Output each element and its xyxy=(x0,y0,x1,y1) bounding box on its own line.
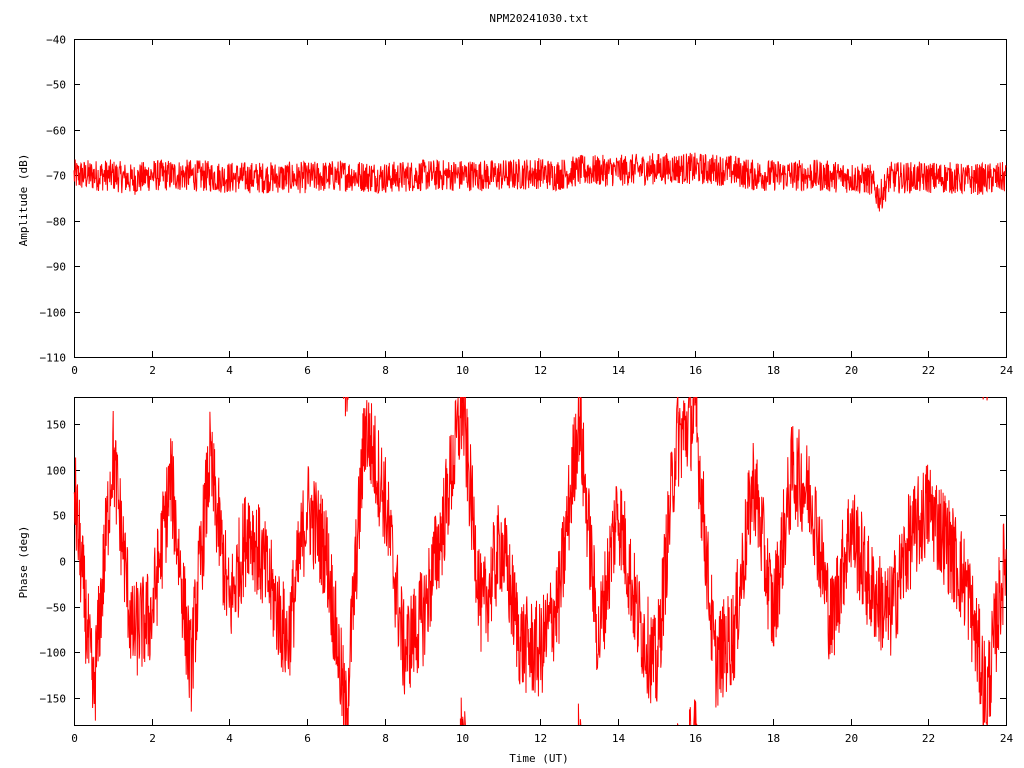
phase-series-segment-25 xyxy=(693,699,696,726)
phase-series-segment-22 xyxy=(677,396,690,487)
phase-series-segment-24 xyxy=(690,396,695,472)
amplitude-ytick-label: −80 xyxy=(46,216,66,229)
phase-ytick-label: −100 xyxy=(40,647,67,660)
phase-x-axis-label: Time (UT) xyxy=(509,752,569,765)
phase-series-segment-27 xyxy=(694,700,697,726)
amplitude-x-ticks: 0 2 4 6 8 10 12 14 16 18 20 22 24 xyxy=(71,39,1013,377)
amplitude-xtick-label: 18 xyxy=(767,364,780,377)
phase-panel: Phase (deg) Time (UT) 150100500−50−100−1… xyxy=(17,396,1013,765)
amplitude-ytick-label: −50 xyxy=(46,79,66,92)
phase-series-segment-13 xyxy=(462,716,464,726)
amplitude-xtick-label: 16 xyxy=(689,364,702,377)
phase-ytick-label: −50 xyxy=(46,602,66,615)
amplitude-traces xyxy=(73,152,1007,212)
phase-series-segment-4 xyxy=(345,670,348,726)
amplitude-xtick-label: 10 xyxy=(456,364,469,377)
phase-xtick-label: 6 xyxy=(304,732,311,745)
phase-series-segment-12 xyxy=(461,396,464,450)
amplitude-y-axis-label: Amplitude (dB) xyxy=(17,154,30,247)
phase-series-segment-0 xyxy=(73,410,344,726)
phase-xtick-label: 12 xyxy=(534,732,547,745)
amplitude-xtick-label: 22 xyxy=(922,364,935,377)
phase-xtick-label: 20 xyxy=(845,732,858,745)
phase-series-segment-16 xyxy=(464,396,579,697)
amplitude-ytick-label: −90 xyxy=(46,261,66,274)
amplitude-ytick-label: −40 xyxy=(46,34,66,47)
amplitude-xtick-label: 2 xyxy=(149,364,156,377)
phase-series-segment-15 xyxy=(464,711,466,726)
amplitude-ytick-label: −70 xyxy=(46,170,66,183)
phase-xtick-label: 8 xyxy=(382,732,389,745)
phase-x-ticks: 0 2 4 6 8 10 12 14 16 18 20 22 24 xyxy=(71,397,1013,745)
amplitude-xtick-label: 24 xyxy=(1000,364,1014,377)
phase-y-axis-label: Phase (deg) xyxy=(17,526,30,599)
phase-xtick-label: 24 xyxy=(1000,732,1014,745)
phase-xtick-label: 10 xyxy=(456,732,469,745)
phase-series-segment-2 xyxy=(343,662,346,726)
amplitude-series-line-0 xyxy=(73,152,1007,212)
phase-traces xyxy=(73,396,1007,726)
phase-xtick-label: 18 xyxy=(767,732,780,745)
amplitude-ytick-label: −100 xyxy=(40,307,67,320)
phase-xtick-label: 14 xyxy=(612,732,626,745)
phase-ytick-label: −150 xyxy=(40,693,67,706)
amplitude-ytick-label: −60 xyxy=(46,125,66,138)
amplitude-plot-frame xyxy=(74,39,1007,358)
phase-series-segment-23 xyxy=(689,707,692,726)
amplitude-y-ticks: −40 −50 −60 −70 −80 −90 −100 −110 xyxy=(40,34,1006,365)
phase-ytick-label: 150 xyxy=(46,419,66,432)
amplitude-xtick-label: 14 xyxy=(612,364,626,377)
amplitude-xtick-label: 6 xyxy=(304,364,311,377)
amplitude-xtick-label: 20 xyxy=(845,364,858,377)
amplitude-ytick-label: −110 xyxy=(40,352,67,365)
phase-xtick-label: 0 xyxy=(71,732,78,745)
phase-series-segment-18 xyxy=(578,396,581,462)
phase-ytick-label: 100 xyxy=(46,465,66,478)
amplitude-xtick-label: 12 xyxy=(534,364,547,377)
phase-series-segment-30 xyxy=(696,397,984,726)
phase-ytick-label: 50 xyxy=(53,510,66,523)
amplitude-panel: Amplitude (dB) −40 −50 −60 −70 −80 −90 −100 −11… xyxy=(17,34,1013,378)
phase-series-segment-32 xyxy=(983,640,988,726)
phase-ytick-label: 0 xyxy=(59,556,66,569)
phase-xtick-label: 22 xyxy=(922,732,935,745)
phase-series-segment-34 xyxy=(986,523,1007,725)
phase-series-segment-8 xyxy=(347,396,461,725)
phase-series-segment-20 xyxy=(580,396,678,704)
amplitude-xtick-label: 0 xyxy=(71,364,78,377)
phase-xtick-label: 16 xyxy=(689,732,702,745)
phase-series-segment-14 xyxy=(463,396,466,456)
chart-title: NPM20241030.txt xyxy=(489,12,588,25)
phase-xtick-label: 4 xyxy=(226,732,233,745)
phase-y-ticks: 150 100 50 0 −50 −100 −150 xyxy=(40,419,1006,706)
amplitude-xtick-label: 8 xyxy=(382,364,389,377)
phase-xtick-label: 2 xyxy=(149,732,156,745)
amplitude-xtick-label: 4 xyxy=(226,364,233,377)
